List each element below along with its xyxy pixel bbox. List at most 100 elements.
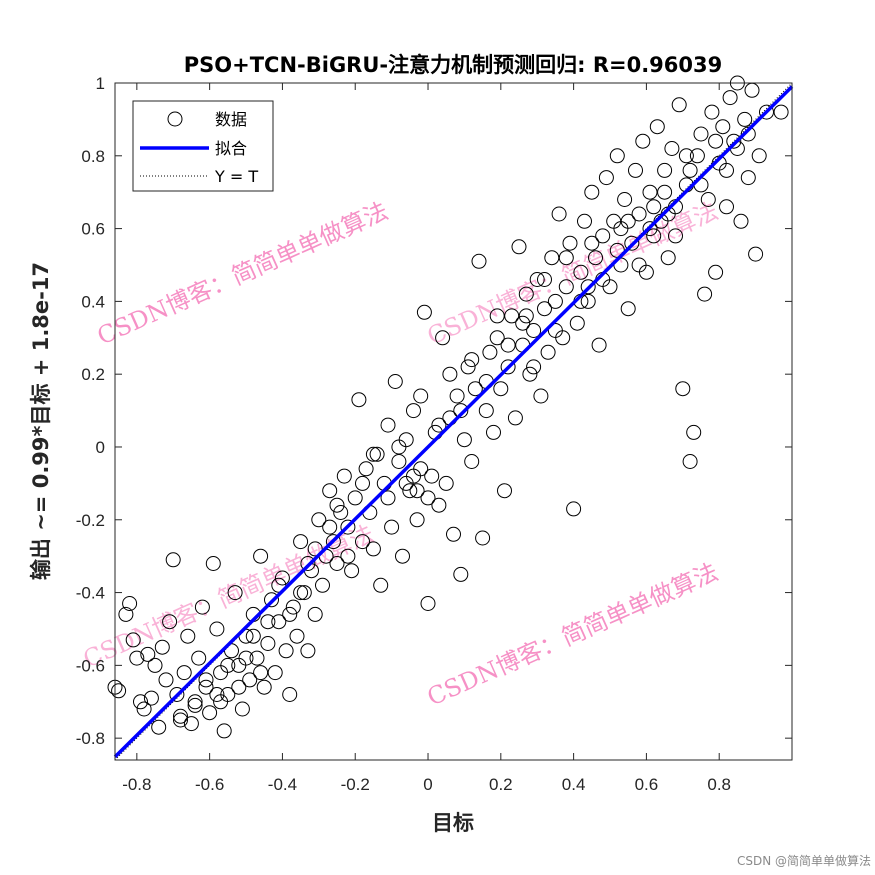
data-point [748,246,764,262]
data-point [111,683,127,699]
x-tick-label: -0.6 [195,775,224,794]
data-point [624,235,640,251]
data-point [682,162,698,178]
data-point [526,359,542,375]
data-point [169,687,185,702]
x-tick-label: -0.4 [268,775,297,794]
y-tick-label: -0.2 [76,511,105,530]
data-point [194,599,210,615]
data-point [154,639,170,655]
data-point [282,606,298,622]
data-point [537,301,552,317]
data-point [329,497,345,513]
data-point [198,672,214,688]
data-point [526,323,542,338]
data-point [358,461,374,477]
data-point [289,628,305,644]
data-point [315,577,330,593]
legend-label-identity: Y = T [214,167,258,186]
data-point [500,337,516,353]
data-point [657,162,673,178]
legend-label-fit: 拟合 [215,139,247,158]
x-tick-label: -0.2 [341,775,370,794]
y-axis-ticks: -0.8 -0.6 -0.4 -0.2 0 0.2 0.4 0.6 0.8 1 [76,74,792,748]
data-point [140,646,156,662]
data-point [435,330,451,346]
data-point [489,330,505,346]
y-tick-label: 0 [96,438,105,457]
y-tick-label: -0.8 [76,729,105,748]
data-point [242,672,258,688]
data-point [569,315,585,331]
y-tick-label: -0.4 [76,584,105,603]
data-point [216,723,232,739]
data-point [668,228,683,244]
x-axis-label: 目标 [432,811,474,835]
data-point [165,552,181,568]
data-point [475,530,491,546]
data-point [147,657,163,673]
data-point [187,697,203,713]
data-point [406,403,421,419]
data-point [205,556,221,571]
legend-marker-data [167,111,183,127]
data-point [300,643,316,659]
data-point [533,388,549,404]
data-point [198,679,214,695]
y-tick-label: 0.4 [81,292,105,311]
data-point [322,483,338,499]
data-point [620,301,636,317]
data-point [453,403,469,419]
data-point [529,272,545,287]
data-point [278,643,294,659]
data-point [686,424,702,440]
data-point [635,133,651,149]
data-point [369,446,385,462]
data-point [584,184,600,200]
data-point [355,534,370,550]
data-point [264,592,279,608]
data-point [642,221,658,237]
data-point [311,512,327,528]
data-point [649,119,665,135]
data-point [500,359,516,375]
data-point [293,534,309,550]
fit-line [113,85,794,759]
data-point [577,213,592,229]
data-point [642,184,658,200]
data-point [493,381,509,397]
data-point [125,632,141,648]
y-axis-label-group: 输出 ~= 0.99*目标 + 1.8e-17 [29,262,53,580]
data-point [234,701,250,717]
data-point [751,148,767,164]
credit-watermark: CSDN @简简单单做算法 [736,854,871,868]
data-point [271,614,287,630]
data-point [158,672,174,688]
data-point [759,104,774,120]
data-point [307,541,323,557]
data-point [162,614,178,630]
scatter-points [107,75,789,739]
data-point [227,585,243,601]
data-point [733,213,749,229]
data-point [249,650,265,666]
data-point [518,308,534,324]
data-point [431,417,447,433]
data-point [409,483,425,499]
data-point [708,264,724,280]
data-point [220,657,236,673]
data-point [285,599,301,615]
x-tick-label: -0.8 [122,775,151,794]
data-point [380,417,396,433]
plot-frame [114,82,793,761]
y-axis-label: 输出 ~= 0.99*目标 + 1.8e-17 [29,262,53,580]
y-tick-label: 1 [96,74,105,93]
data-point [143,690,159,706]
data-point [660,250,676,266]
data-point [136,701,152,717]
data-point [595,228,611,244]
data-point [373,577,389,593]
data-point [609,148,625,164]
data-point [467,381,483,397]
data-point [460,359,476,375]
